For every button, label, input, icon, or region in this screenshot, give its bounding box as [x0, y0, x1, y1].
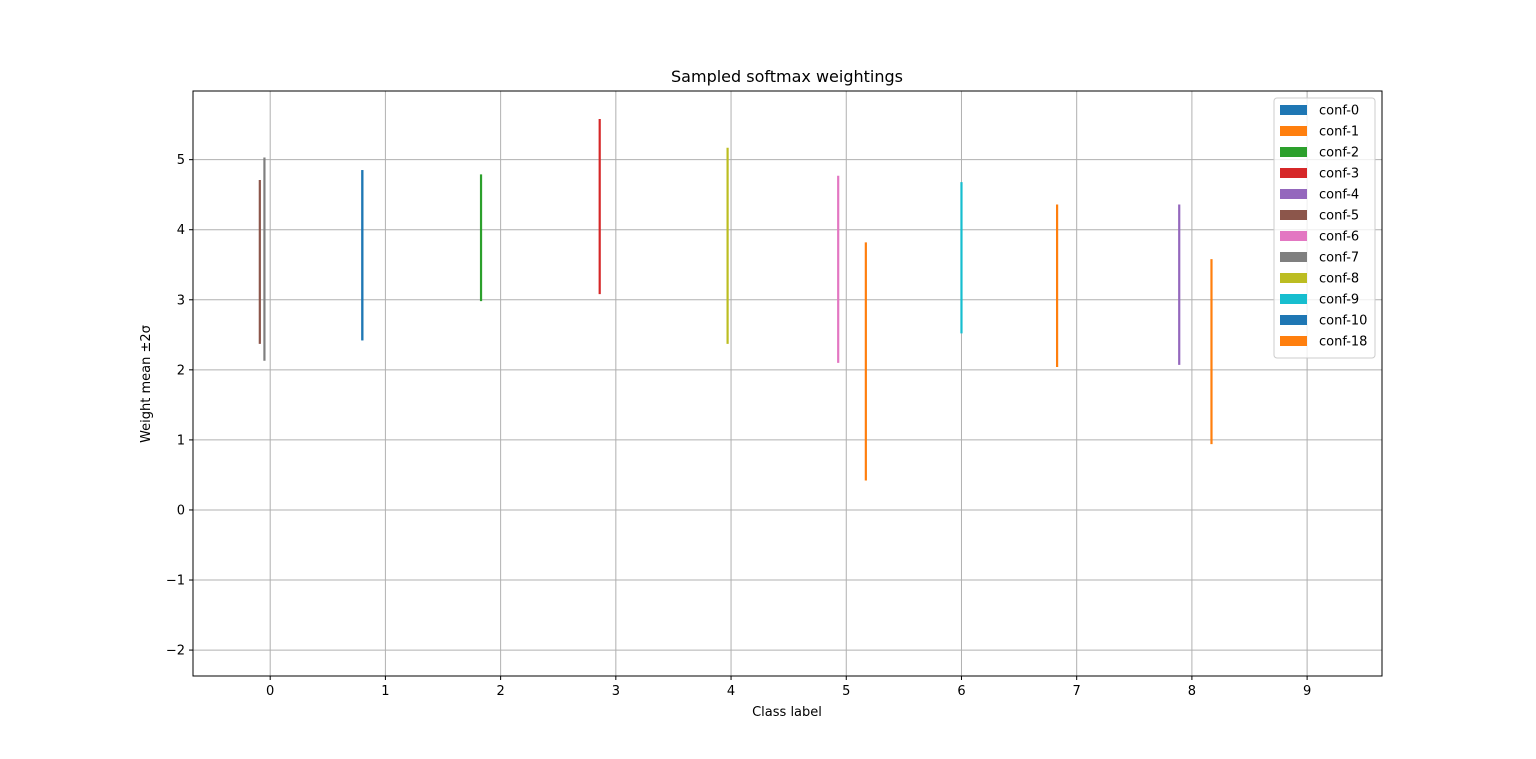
y-tick-label: 5 — [177, 153, 185, 168]
x-axis-label: Class label — [752, 705, 822, 720]
legend-swatch — [1280, 126, 1307, 136]
legend-label: conf-2 — [1319, 146, 1359, 161]
y-axis-label: Weight mean ±2σ — [139, 325, 154, 443]
x-ticks: 0 1 2 3 4 5 6 7 8 9 — [266, 676, 1311, 699]
error-bars — [258, 119, 1213, 481]
x-tick-label: 7 — [1073, 684, 1081, 699]
legend-swatch — [1280, 189, 1307, 199]
x-tick-label: 9 — [1303, 684, 1311, 699]
legend-swatch — [1280, 315, 1307, 325]
y-tick-label: 4 — [177, 223, 185, 238]
legend-label: conf-9 — [1319, 293, 1359, 308]
x-tick-label: 2 — [496, 684, 504, 699]
legend-label: conf-6 — [1319, 230, 1359, 245]
legend-swatch — [1280, 252, 1307, 262]
x-tick-label: 1 — [381, 684, 389, 699]
chart-title: Sampled softmax weightings — [671, 67, 903, 86]
legend-swatch — [1280, 210, 1307, 220]
legend-label: conf-0 — [1319, 104, 1359, 119]
grid — [193, 91, 1382, 676]
legend-label: conf-18 — [1319, 335, 1367, 350]
legend: conf-0 conf-1 conf-2 conf-3 conf-4 conf-5 conf… — [1273, 97, 1376, 359]
y-tick-label: 2 — [177, 363, 185, 378]
legend-swatch — [1280, 231, 1307, 241]
y-tick-label: 1 — [177, 433, 185, 448]
legend-label: conf-4 — [1319, 188, 1359, 203]
y-tick-label: −2 — [166, 644, 185, 659]
y-ticks: −2 −1 0 1 2 3 4 5 — [166, 153, 193, 659]
x-tick-label: 4 — [727, 684, 735, 699]
legend-swatch — [1280, 168, 1307, 178]
legend-swatch — [1280, 105, 1307, 115]
legend-label: conf-1 — [1319, 125, 1359, 140]
x-tick-label: 6 — [957, 684, 965, 699]
legend-label: conf-10 — [1319, 314, 1367, 329]
legend-swatch — [1280, 147, 1307, 157]
x-tick-label: 5 — [842, 684, 850, 699]
legend-swatch — [1280, 273, 1307, 283]
y-tick-label: 0 — [177, 503, 185, 518]
legend-swatch — [1280, 294, 1307, 304]
plot-frame — [192, 90, 1383, 677]
x-tick-label: 0 — [266, 684, 274, 699]
legend-label: conf-5 — [1319, 209, 1359, 224]
legend-swatch — [1280, 336, 1307, 346]
legend-label: conf-8 — [1319, 272, 1359, 287]
x-tick-label: 3 — [612, 684, 620, 699]
legend-label: conf-7 — [1319, 251, 1359, 266]
legend-box — [1273, 97, 1376, 359]
y-tick-label: 3 — [177, 293, 185, 308]
y-tick-label: −1 — [166, 574, 185, 589]
x-tick-label: 8 — [1188, 684, 1196, 699]
legend-label: conf-3 — [1319, 167, 1359, 182]
